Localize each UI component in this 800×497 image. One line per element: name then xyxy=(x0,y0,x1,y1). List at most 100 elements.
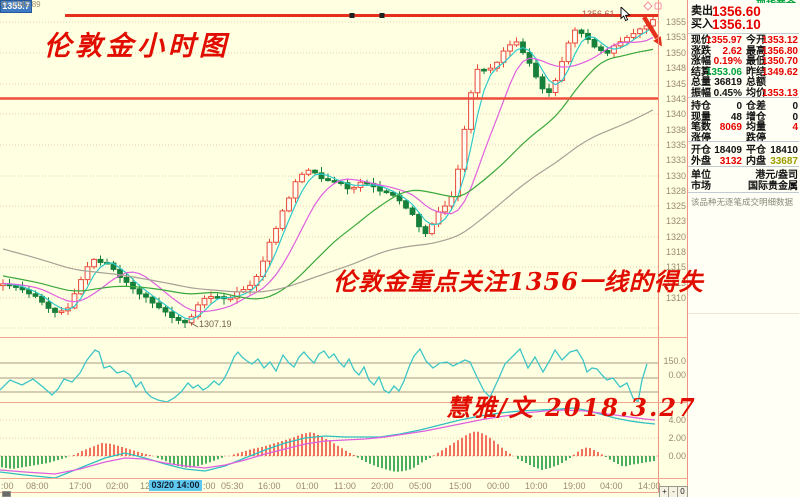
quote-row: 持仓 0 仓差 0 xyxy=(688,101,800,112)
time-axis-label: 00:00 xyxy=(487,481,510,491)
field-value: 0 xyxy=(736,101,742,112)
time-axis-label: :00 xyxy=(203,481,216,491)
price-axis-label: 1340 xyxy=(665,109,686,119)
price-axis-label: 1310 xyxy=(665,293,686,303)
time-axis-label: 08:00 xyxy=(26,481,49,491)
field-value: 18410 xyxy=(770,145,798,156)
current-price-tag: 1355.7 xyxy=(0,0,32,13)
field-label: 最高 xyxy=(746,45,766,57)
field-value: 48 xyxy=(730,111,742,123)
field-value: 1353.12 xyxy=(761,35,798,46)
oscillator-axis-label: 0.00 xyxy=(668,370,686,380)
field-label: 振幅 xyxy=(691,87,711,99)
field-value: 1350.70 xyxy=(761,56,798,67)
field-label: 内盘 xyxy=(746,156,766,167)
time-axis-label: 20:00 xyxy=(371,481,394,491)
field-label: 均量 xyxy=(746,122,766,133)
price-axis-label: 1353 xyxy=(665,32,686,42)
quote-row: 单位 港元/盎司 xyxy=(688,170,800,181)
panel-divider xyxy=(688,313,799,314)
field-value: 3132 xyxy=(719,156,742,167)
time-axis-label: 10:00 xyxy=(525,481,548,491)
price-axis-label: 1333 xyxy=(665,155,686,165)
field-label: 涨跌 xyxy=(691,45,711,57)
time-axis-label: 16:00 xyxy=(258,481,281,491)
chart-right-border xyxy=(658,0,659,492)
ask-price[interactable]: 1356.60 xyxy=(712,4,761,19)
price-axis-label: 1335 xyxy=(665,140,686,150)
price-axis-label: 1325 xyxy=(665,201,686,211)
panel-separator xyxy=(688,166,799,167)
price-axis-label: 1323 xyxy=(665,216,686,226)
time-axis-label: 11:00 xyxy=(334,481,356,491)
price-axis-label: 1348 xyxy=(665,63,686,73)
time-axis-border xyxy=(0,478,688,479)
time-axis-label: 05:00 xyxy=(409,481,432,491)
axis-panel-border xyxy=(687,0,688,492)
price-axis-label: 1338 xyxy=(665,125,686,135)
field-value: 1356.80 xyxy=(761,45,798,57)
time-axis-label: 15:00 xyxy=(449,481,472,491)
field-label: 均价 xyxy=(746,87,766,99)
field-label: 平仓 xyxy=(746,145,766,156)
field-value: 0 xyxy=(792,111,798,123)
field-label: 仓差 xyxy=(746,101,766,112)
quote-row: 涨停 跌停 xyxy=(688,133,800,144)
quote-row: 现量 48 增仓 0 xyxy=(688,112,800,123)
macd-axis-label: 4.00 xyxy=(668,415,686,425)
field-value: 1353.13 xyxy=(761,87,798,99)
price-axis-label: 1313 xyxy=(665,278,686,288)
quote-row: 外盘 3132 内盘 33687 xyxy=(688,156,800,167)
field-value: 1355.97 xyxy=(705,35,742,46)
field-value: 0.19% xyxy=(713,56,742,67)
field-label: 结算 xyxy=(691,66,711,78)
quote-row: 涨幅 0.19% 最低 1350.70 xyxy=(688,56,800,67)
field-value: 1353.06 xyxy=(705,66,742,78)
field-label: 市场 xyxy=(691,181,711,192)
field-label: 昨结 xyxy=(746,66,766,78)
time-axis-label: 04:00 xyxy=(600,481,623,491)
oscillator-axis-label: 150.0 xyxy=(663,356,686,366)
price-axis-label: 1318 xyxy=(665,247,686,257)
field-label: 涨停 xyxy=(691,132,711,144)
corner-app-icon[interactable] xyxy=(2,491,11,497)
quote-row: 总量 36819 总额 xyxy=(688,77,800,88)
quote-row: 现价 1355.97 今开 1353.12 xyxy=(688,35,800,46)
price-axis-label: 1320 xyxy=(665,232,686,242)
price-axis-label: 1343 xyxy=(665,94,686,104)
field-value: 1349.62 xyxy=(761,66,798,78)
field-value: 36819 xyxy=(714,77,742,88)
field-label: 总额 xyxy=(746,77,766,88)
field-value: 4 xyxy=(792,122,798,133)
bottom-strip-border xyxy=(0,492,688,493)
quote-row: 振幅 0.45% 均价 1353.13 xyxy=(688,88,800,99)
time-axis-label: 02:00 xyxy=(106,481,129,491)
quote-row: 开仓 18409 平仓 18410 xyxy=(688,145,800,156)
bid-row[interactable]: 买入 1356.10 xyxy=(688,17,800,32)
time-axis-label: 14:00 xyxy=(638,481,661,491)
no-tick-data-note: 该品种无逐笔成交明细数据 xyxy=(691,197,794,207)
bid-price[interactable]: 1356.10 xyxy=(712,17,761,32)
macd-axis-label: 2.00 xyxy=(668,433,686,443)
time-axis-label: :00 xyxy=(1,481,14,491)
panel-separator xyxy=(688,192,799,193)
field-label: 单位 xyxy=(691,170,711,181)
field-label: 跌停 xyxy=(746,132,766,144)
field-label: 现量 xyxy=(691,111,711,123)
time-axis-label: 01:00 xyxy=(296,481,319,491)
pane-separator-1 xyxy=(0,337,688,338)
quote-panel: 现货黄金 卖出 1356.60 买入 1356.10 现价1355.97今开13… xyxy=(688,0,800,497)
zoom-reset-button[interactable]: 0 xyxy=(677,486,688,497)
price-axis-label: 1355 xyxy=(665,17,686,27)
ask-label: 卖出 xyxy=(691,5,713,17)
panel-separator xyxy=(688,141,799,142)
quote-row: 笔数 8069 均量 4 xyxy=(688,122,800,133)
bid-label: 买入 xyxy=(691,18,713,30)
panel-separator xyxy=(688,97,799,98)
ask-row[interactable]: 卖出 1356.60 xyxy=(688,4,800,19)
quote-row: 市场 国际贵金属 xyxy=(688,181,800,192)
field-value: 33687 xyxy=(770,156,798,167)
field-label: 笔数 xyxy=(691,122,711,133)
